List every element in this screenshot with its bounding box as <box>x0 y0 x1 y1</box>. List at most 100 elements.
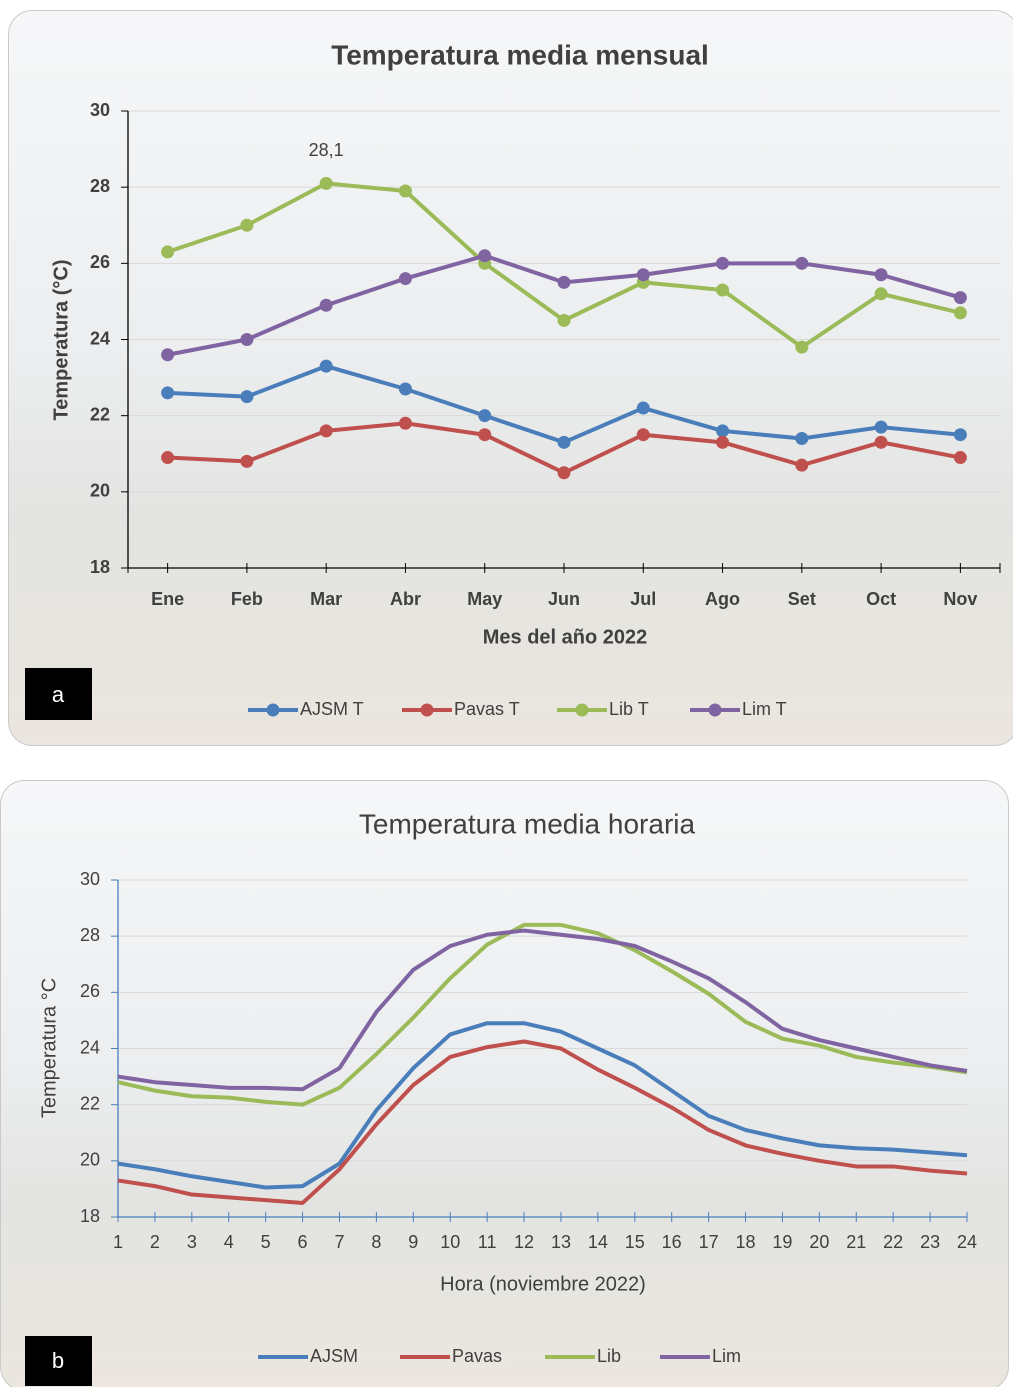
legend-marker <box>267 704 280 717</box>
point <box>161 451 174 464</box>
x-tick-label: 3 <box>187 1232 197 1252</box>
point <box>795 459 808 472</box>
y-axis-label: Temperatura (°C) <box>50 260 72 421</box>
y-tick-label: 28 <box>80 925 100 945</box>
data-label: 28,1 <box>309 140 344 160</box>
point <box>716 436 729 449</box>
legend-label: Pavas <box>452 1346 502 1366</box>
point <box>875 287 888 300</box>
y-tick-label: 26 <box>90 252 110 272</box>
point <box>320 360 333 373</box>
point <box>240 390 253 403</box>
x-tick-label: 9 <box>408 1232 418 1252</box>
x-tick-label: 6 <box>298 1232 308 1252</box>
figure: EneFebMarAbrMayJunJulAgoSetOctNov1820222… <box>0 0 1013 1387</box>
x-tick-label: Ago <box>705 589 740 609</box>
point <box>954 306 967 319</box>
panel-label: b <box>52 1348 64 1373</box>
point <box>399 184 412 197</box>
x-tick-label: Feb <box>231 589 263 609</box>
x-tick-label: 2 <box>150 1232 160 1252</box>
point <box>478 249 491 262</box>
point <box>478 428 491 441</box>
point <box>161 245 174 258</box>
y-tick-label: 24 <box>90 328 110 348</box>
legend-label: AJSM T <box>300 699 364 719</box>
point <box>954 428 967 441</box>
x-tick-label: Ene <box>151 589 184 609</box>
x-tick-label: 23 <box>920 1232 940 1252</box>
x-tick-label: Set <box>788 589 816 609</box>
x-tick-label: 16 <box>662 1232 682 1252</box>
x-tick-label: Abr <box>390 589 421 609</box>
x-tick-label: 15 <box>625 1232 645 1252</box>
point <box>558 314 571 327</box>
chart-title: Temperatura media mensual <box>331 39 709 70</box>
x-tick-label: 12 <box>514 1232 534 1252</box>
x-tick-label: 10 <box>440 1232 460 1252</box>
chart-title: Temperatura media horaria <box>359 808 696 839</box>
point <box>161 386 174 399</box>
x-tick-label: May <box>467 589 502 609</box>
x-tick-label: Jul <box>630 589 656 609</box>
y-tick-label: 22 <box>80 1093 100 1113</box>
point <box>320 299 333 312</box>
point <box>399 417 412 430</box>
x-tick-label: Oct <box>866 589 896 609</box>
x-tick-label: 24 <box>957 1232 977 1252</box>
point <box>320 177 333 190</box>
x-tick-label: Nov <box>943 589 977 609</box>
legend-marker <box>576 704 589 717</box>
x-tick-label: 17 <box>699 1232 719 1252</box>
point <box>240 455 253 468</box>
x-tick-label: 4 <box>224 1232 234 1252</box>
point <box>399 383 412 396</box>
point <box>716 424 729 437</box>
point <box>637 268 650 281</box>
point <box>954 451 967 464</box>
x-tick-label: 21 <box>846 1232 866 1252</box>
x-tick-label: 22 <box>883 1232 903 1252</box>
x-tick-label: 8 <box>371 1232 381 1252</box>
point <box>637 428 650 441</box>
legend-label: Lim T <box>742 699 787 719</box>
x-axis-label: Mes del año 2022 <box>483 626 648 648</box>
point <box>161 348 174 361</box>
y-tick-label: 28 <box>90 176 110 196</box>
point <box>240 333 253 346</box>
legend-label: AJSM <box>310 1346 358 1366</box>
y-tick-label: 24 <box>80 1037 100 1057</box>
legend-label: Pavas T <box>454 699 520 719</box>
y-tick-label: 20 <box>80 1150 100 1170</box>
x-tick-label: 7 <box>334 1232 344 1252</box>
y-tick-label: 30 <box>90 100 110 120</box>
x-tick-label: 20 <box>809 1232 829 1252</box>
y-tick-label: 30 <box>80 869 100 889</box>
point <box>637 402 650 415</box>
point <box>716 257 729 270</box>
legend-marker <box>421 704 434 717</box>
panel-label: a <box>52 682 65 707</box>
panel <box>1 781 1009 1387</box>
point <box>558 276 571 289</box>
point <box>716 283 729 296</box>
point <box>875 421 888 434</box>
page: EneFebMarAbrMayJunJulAgoSetOctNov1820222… <box>0 0 1013 1387</box>
y-axis-label: Temperatura °C <box>38 978 60 1118</box>
x-axis-label: Hora (noviembre 2022) <box>440 1273 646 1295</box>
legend-marker <box>709 704 722 717</box>
x-tick-label: 11 <box>478 1232 497 1252</box>
legend-label: Lim <box>712 1346 741 1366</box>
point <box>399 272 412 285</box>
y-tick-label: 20 <box>90 481 110 501</box>
point <box>795 341 808 354</box>
x-tick-label: 1 <box>113 1232 123 1252</box>
y-tick-label: 22 <box>90 404 110 424</box>
point <box>320 424 333 437</box>
point <box>240 219 253 232</box>
point <box>795 432 808 445</box>
x-tick-label: 19 <box>772 1232 792 1252</box>
x-tick-label: Mar <box>310 589 342 609</box>
point <box>558 436 571 449</box>
x-tick-label: 14 <box>588 1232 608 1252</box>
